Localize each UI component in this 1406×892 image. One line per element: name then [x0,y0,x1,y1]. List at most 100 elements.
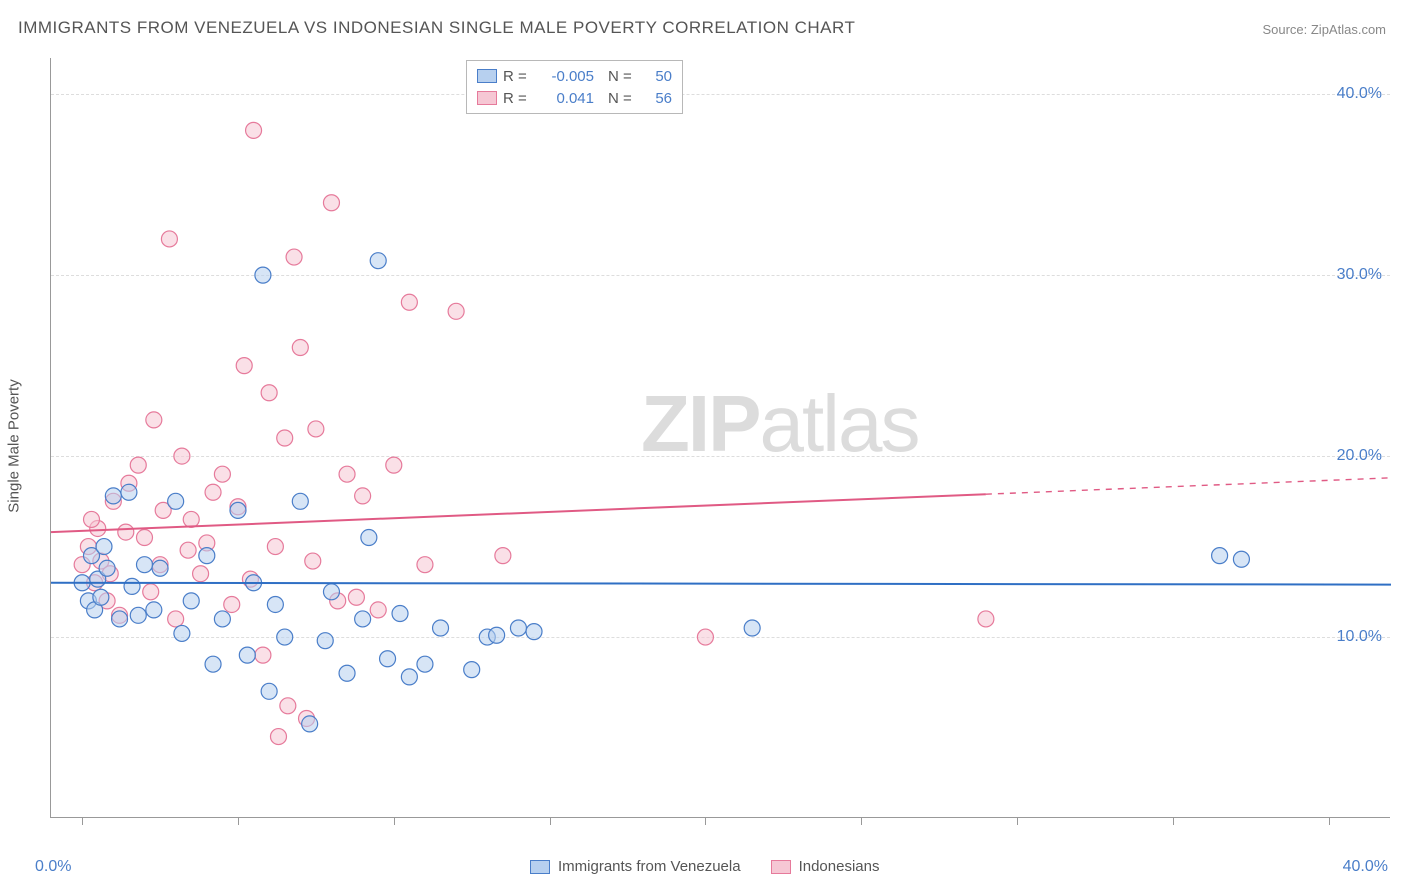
data-point [214,466,230,482]
data-point [174,448,190,464]
y-tick-label: 10.0% [1337,628,1382,646]
y-tick-label: 40.0% [1337,85,1382,103]
data-point [130,457,146,473]
legend-correlation-row: R =-0.005N =50 [477,65,672,87]
x-tick [705,817,706,825]
x-axis-max-label: 40.0% [1343,858,1388,876]
data-point [495,548,511,564]
swatch-icon [771,860,791,874]
data-point [136,530,152,546]
data-point [267,539,283,555]
swatch-icon [477,91,497,105]
y-tick-label: 30.0% [1337,266,1382,284]
data-point [744,620,760,636]
data-point [146,412,162,428]
legend-series: Immigrants from Venezuela Indonesians [530,858,879,875]
data-point [261,385,277,401]
data-point [93,589,109,605]
data-point [143,584,159,600]
data-point [161,231,177,247]
data-point [697,629,713,645]
x-tick [1017,817,1018,825]
x-tick [238,817,239,825]
data-point [292,493,308,509]
data-point [305,553,321,569]
data-point [323,584,339,600]
x-tick [394,817,395,825]
data-point [105,488,121,504]
data-point [417,557,433,573]
legend-series-label: Indonesians [799,858,880,875]
data-point [1233,551,1249,567]
x-tick [1329,817,1330,825]
data-point [261,683,277,699]
data-point [224,596,240,612]
data-point [277,430,293,446]
data-point [433,620,449,636]
n-value: 50 [644,68,672,85]
r-label: R = [503,90,533,107]
data-point [193,566,209,582]
data-point [124,578,140,594]
x-tick [82,817,83,825]
data-point [174,625,190,641]
data-point [270,729,286,745]
swatch-icon [530,860,550,874]
data-point [121,484,137,500]
data-point [401,669,417,685]
data-point [448,303,464,319]
data-point [214,611,230,627]
data-point [199,548,215,564]
data-point [1212,548,1228,564]
data-point [183,511,199,527]
data-point [239,647,255,663]
data-point [99,560,115,576]
data-point [361,530,377,546]
chart-title: IMMIGRANTS FROM VENEZUELA VS INDONESIAN … [18,18,855,38]
data-point [230,502,246,518]
data-point [246,122,262,138]
data-point [489,627,505,643]
n-label: N = [608,68,638,85]
data-point [130,607,146,623]
data-point [386,457,402,473]
data-point [526,624,542,640]
data-point [370,253,386,269]
data-point [292,340,308,356]
legend-series-item: Immigrants from Venezuela [530,858,741,875]
data-point [355,488,371,504]
r-value: 0.041 [539,90,594,107]
data-point [118,524,134,540]
y-axis-label: Single Male Poverty [6,379,23,512]
data-point [339,466,355,482]
data-point [136,557,152,573]
data-point [205,656,221,672]
legend-correlation-row: R =0.041N =56 [477,87,672,109]
x-tick [1173,817,1174,825]
n-value: 56 [644,90,672,107]
data-point [152,560,168,576]
data-point [255,267,271,283]
data-point [112,611,128,627]
data-point [146,602,162,618]
data-point [317,633,333,649]
data-point [339,665,355,681]
data-point [323,195,339,211]
data-point [255,647,271,663]
data-point [510,620,526,636]
data-point [355,611,371,627]
data-point [168,611,184,627]
data-point [84,511,100,527]
legend-series-label: Immigrants from Venezuela [558,858,741,875]
x-tick [550,817,551,825]
data-point [267,596,283,612]
data-point [380,651,396,667]
data-point [464,662,480,678]
x-axis-min-label: 0.0% [35,858,71,876]
trend-line-pink-dashed [986,478,1391,494]
data-point [392,606,408,622]
data-point [180,542,196,558]
data-point [401,294,417,310]
data-point [348,589,364,605]
data-point [183,593,199,609]
